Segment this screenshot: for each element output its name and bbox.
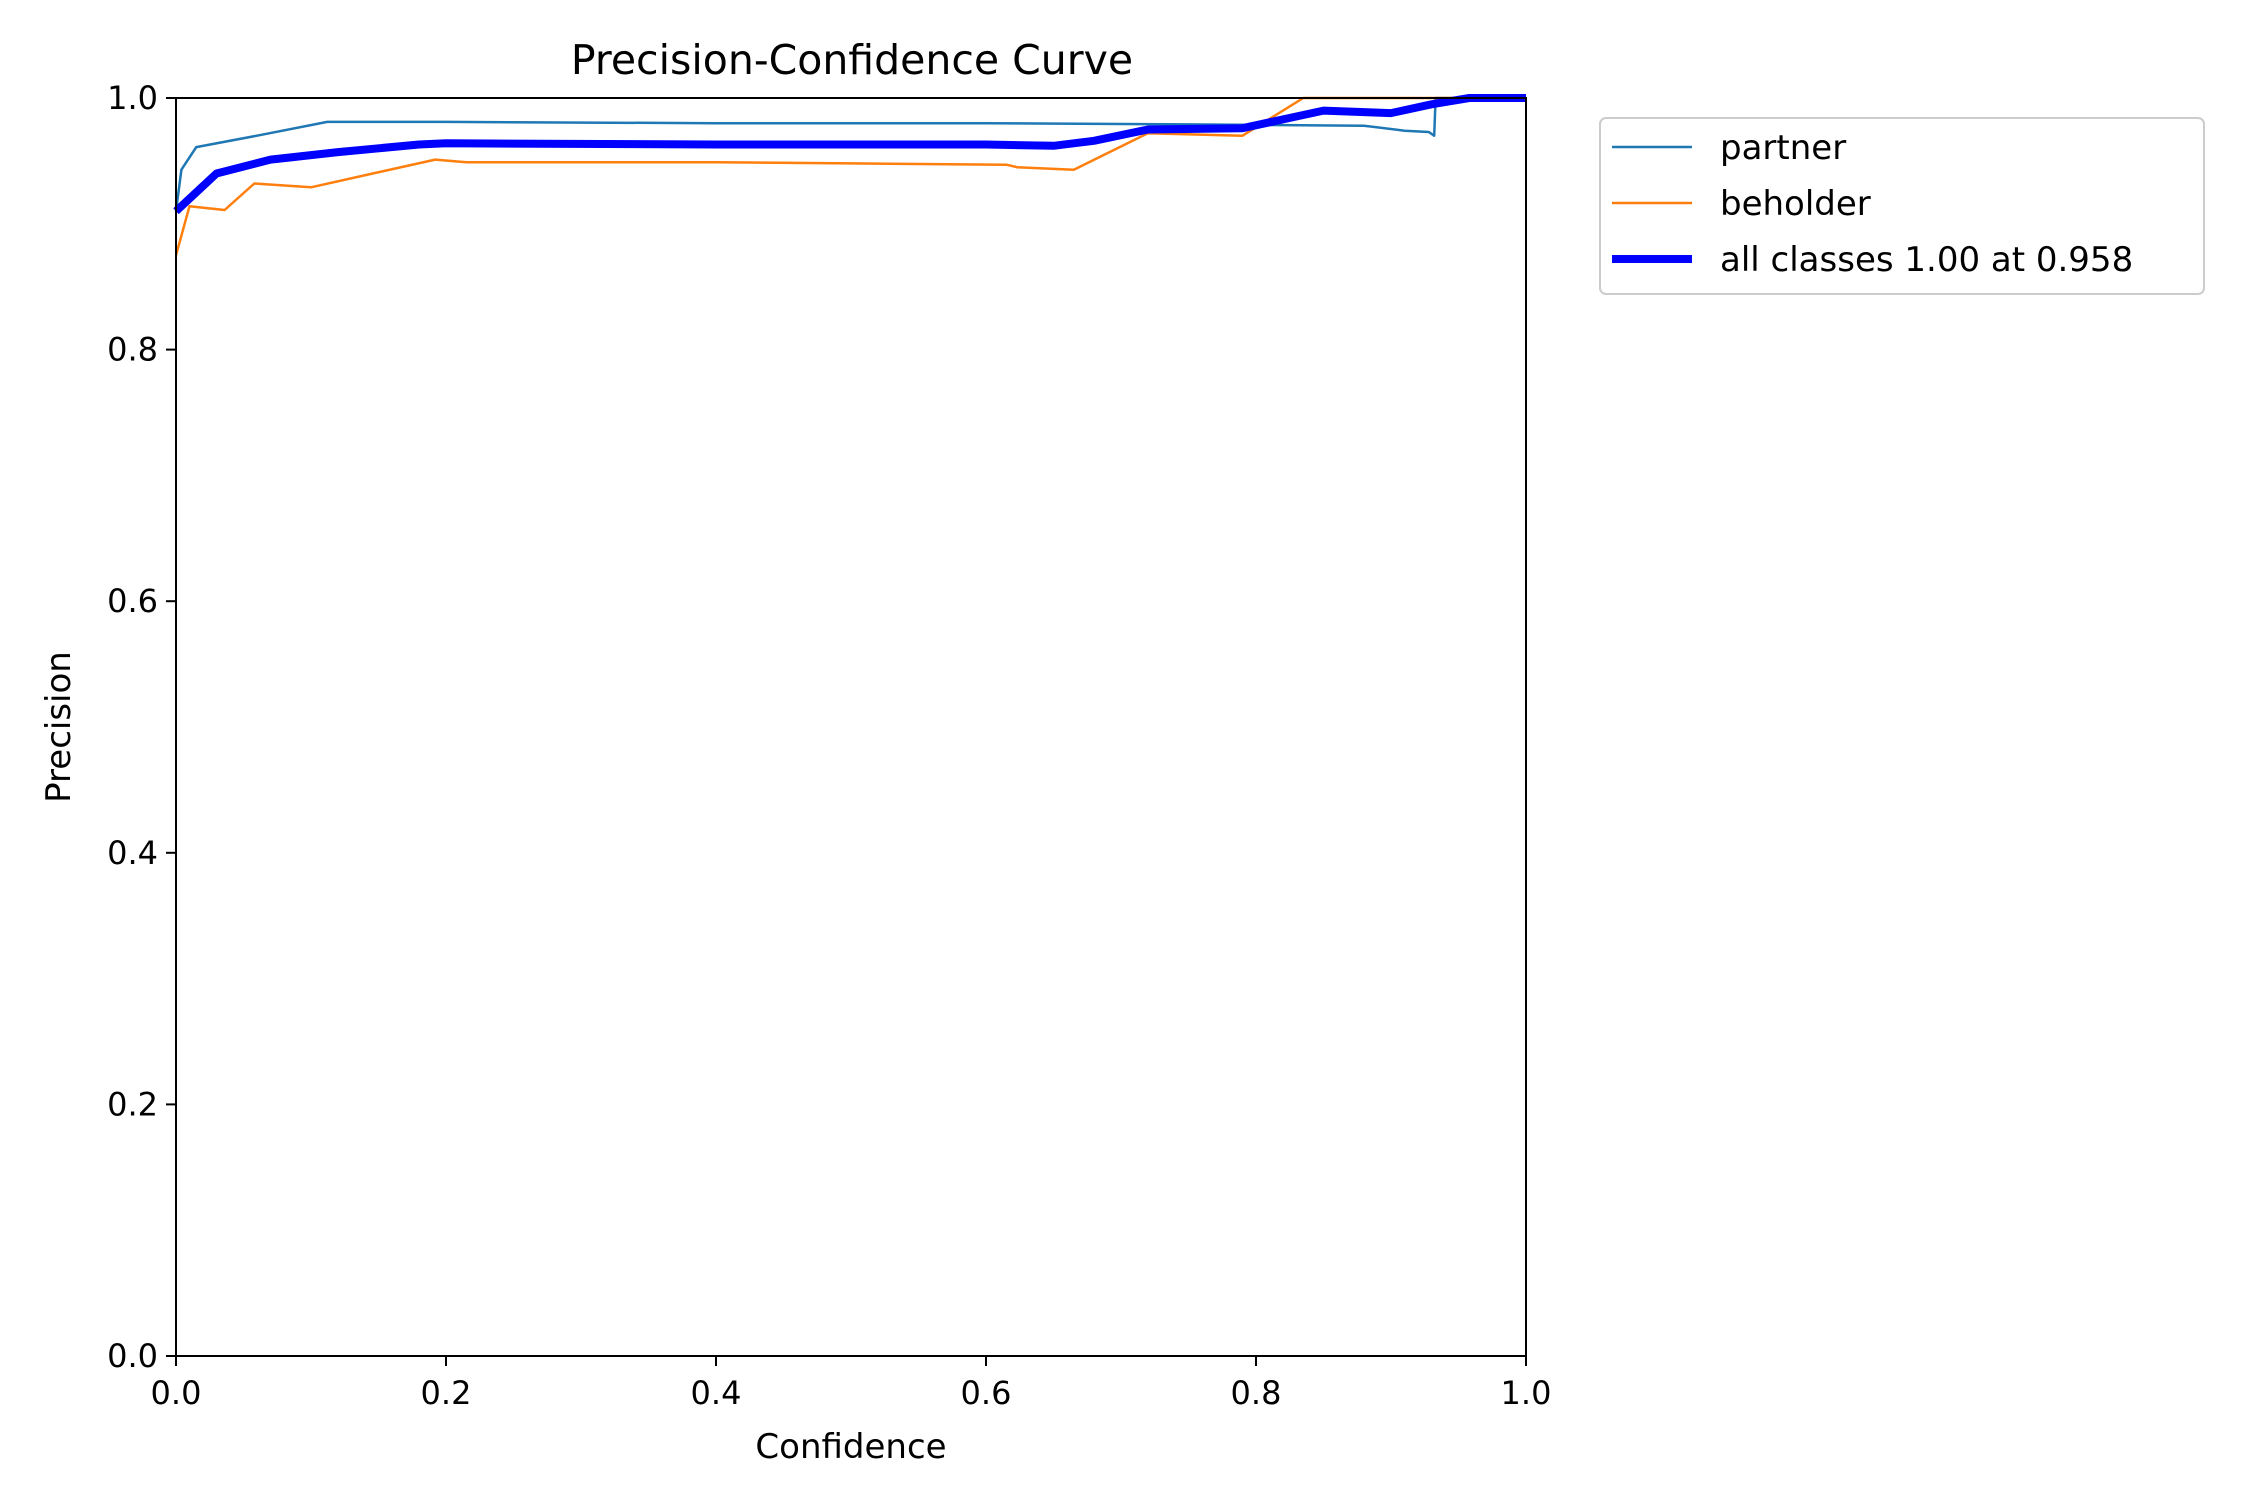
x-axis-label: Confidence [755,1427,946,1467]
legend-label-2: all classes 1.00 at 0.958 [1720,240,2133,280]
x-tick-label: 0.0 [151,1374,202,1412]
y-tick-label: 0.0 [107,1337,158,1375]
series-line-0 [174,96,1526,212]
y-tick-label: 0.6 [107,582,158,620]
chart-title: Precision-Confidence Curve [571,36,1133,84]
legend-label-0: partner [1720,128,1846,168]
x-tick-label: 0.8 [1231,1374,1282,1412]
series-line-2 [173,94,1526,215]
x-tick-label: 1.0 [1501,1374,1552,1412]
y-tick-label: 0.2 [107,1085,158,1123]
legend-label-1: beholder [1720,184,1871,224]
y-tick-label: 0.8 [107,331,158,369]
y-tick-label: 0.4 [107,834,158,872]
plot-frame [175,97,1527,1357]
y-tick-label: 1.0 [107,79,158,117]
x-axis-ticks: 0.0 0.2 0.4 0.6 0.8 1.0 [151,1356,1552,1412]
x-tick-label: 0.4 [691,1374,742,1412]
plot-area [173,94,1526,256]
legend: partner beholder all classes 1.00 at 0.958 [1599,117,2205,295]
x-tick-label: 0.6 [961,1374,1012,1412]
y-axis-label: Precision [39,651,79,803]
y-axis-ticks: 0.0 0.2 0.4 0.6 0.8 1.0 [107,79,176,1375]
series-line-1 [174,96,1526,256]
legend-box [1599,117,2205,295]
legend-items: partner beholder all classes 1.00 at 0.958 [1612,128,2133,280]
x-tick-label: 0.2 [421,1374,472,1412]
